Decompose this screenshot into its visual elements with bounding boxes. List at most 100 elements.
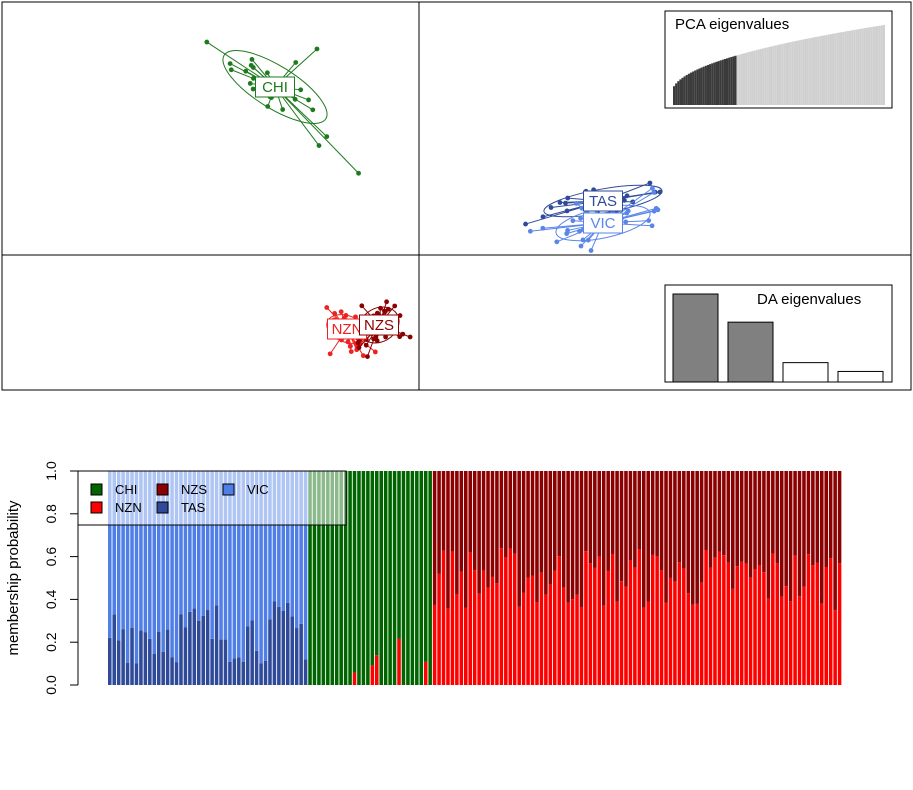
bar-segment-nzn — [371, 665, 375, 685]
bar-segment-nzs — [638, 471, 642, 549]
point — [317, 143, 322, 148]
pca-bar — [851, 30, 853, 105]
label-text: NZN — [332, 321, 363, 338]
point — [357, 345, 362, 350]
bar-segment-tas — [148, 639, 152, 685]
pca-inset-title: PCA eigenvalues — [675, 16, 789, 33]
bar-segment-nzn — [442, 551, 446, 685]
pca-bar — [724, 59, 726, 105]
bar-segment-tas — [201, 616, 205, 685]
pca-bar — [838, 33, 840, 105]
bar-segment-nzn — [695, 604, 699, 685]
bar-segment-nzn — [451, 552, 455, 685]
bar-segment-nzn — [464, 608, 468, 685]
bar-segment-nzs — [606, 471, 610, 571]
pca-bar — [840, 32, 842, 105]
label-text: CHI — [262, 79, 288, 96]
bar-segment-nzn — [771, 553, 775, 685]
bar-segment-nzn — [811, 565, 815, 685]
bar-segment-nzn — [473, 570, 477, 685]
legend-item-nzs: NZS — [157, 482, 207, 497]
pca-bar — [773, 46, 775, 105]
bar-segment-nzs — [784, 471, 788, 586]
pca-bar — [817, 37, 819, 105]
bar-segment-chi — [371, 471, 375, 665]
bar-segment-nzn — [678, 562, 682, 685]
pca-bar — [813, 37, 815, 105]
bar-segment-nzn — [731, 589, 735, 685]
bar-segment-tas — [268, 619, 272, 685]
bar-segment-nzn — [744, 563, 748, 685]
bar-segment-nzn — [397, 639, 401, 685]
pca-bar — [747, 52, 749, 105]
bar-segment-nzs — [753, 471, 757, 569]
da-bar — [838, 371, 883, 382]
bar-segment-nzs — [802, 471, 806, 587]
bar-segment-nzn — [495, 583, 499, 685]
bar-segment-nzs — [557, 471, 561, 556]
pca-bar — [745, 53, 747, 105]
legend-swatch — [157, 502, 168, 513]
bar-segment-nzs — [695, 471, 699, 604]
bar-segment-nzs — [468, 471, 472, 553]
bar-segment-nzn — [727, 563, 731, 685]
point — [570, 218, 575, 223]
bar-segment-nzn — [482, 571, 486, 685]
bar-segment-tas — [121, 629, 125, 685]
da-inset-title: DA eigenvalues — [757, 291, 861, 308]
bar-segment-nzs — [660, 471, 664, 570]
bar-segment-nzs — [500, 471, 504, 548]
bar-segment-nzn — [606, 571, 610, 685]
bar-segment-nzn — [477, 594, 481, 685]
bar-segment-nzn — [433, 605, 437, 685]
bar-segment-nzs — [513, 471, 517, 554]
bar-segment-nzs — [762, 471, 766, 572]
bar-segment-nzn — [687, 593, 691, 685]
bar-segment-tas — [166, 630, 170, 685]
bar-segment-nzs — [589, 471, 593, 563]
pca-bar — [819, 36, 821, 105]
scatter-label-vic: VIC — [584, 213, 623, 233]
bar-segment-nzs — [549, 471, 553, 585]
bar-segment-nzn — [620, 581, 624, 685]
point — [648, 181, 653, 186]
pca-bar — [711, 63, 713, 105]
legend-swatch — [91, 502, 102, 513]
pca-bar — [713, 63, 715, 105]
bar-segment-tas — [144, 632, 148, 685]
bar-segment-nzs — [687, 471, 691, 593]
bar-segment-tas — [273, 601, 277, 685]
bar-segment-nzs — [718, 471, 722, 552]
da-bar — [673, 294, 718, 382]
point — [364, 343, 369, 348]
point — [371, 337, 376, 342]
label-text: VIC — [590, 215, 615, 232]
bar-segment-nzn — [584, 551, 588, 685]
bar-segment-chi — [384, 471, 388, 685]
bar-segment-nzn — [798, 596, 802, 685]
y-tick-label: 1.0 — [43, 461, 59, 481]
bar-segment-nzs — [722, 471, 726, 555]
pca-bar — [705, 66, 707, 105]
scatter-group-chi — [204, 37, 361, 175]
bar-segment-nzs — [629, 471, 633, 560]
bar-segment-nzn — [446, 609, 450, 685]
y-tick-label: 0.4 — [43, 589, 59, 609]
pca-bar — [779, 44, 781, 105]
bar-segment-nzs — [602, 471, 606, 606]
bar-segment-nzn — [767, 599, 771, 685]
pca-bar — [728, 58, 730, 105]
bar-segment-nzn — [580, 607, 584, 685]
bar-segment-tas — [210, 639, 214, 685]
y-ticks: 0.00.20.40.60.81.0 — [43, 461, 78, 695]
pca-bar — [785, 43, 787, 105]
pca-bar — [692, 71, 694, 105]
point — [563, 201, 568, 206]
point — [383, 309, 388, 314]
point — [229, 67, 234, 72]
bar-segment-nzs — [544, 471, 548, 595]
pca-bar — [751, 51, 753, 105]
point — [328, 351, 333, 356]
pca-bar — [834, 33, 836, 105]
